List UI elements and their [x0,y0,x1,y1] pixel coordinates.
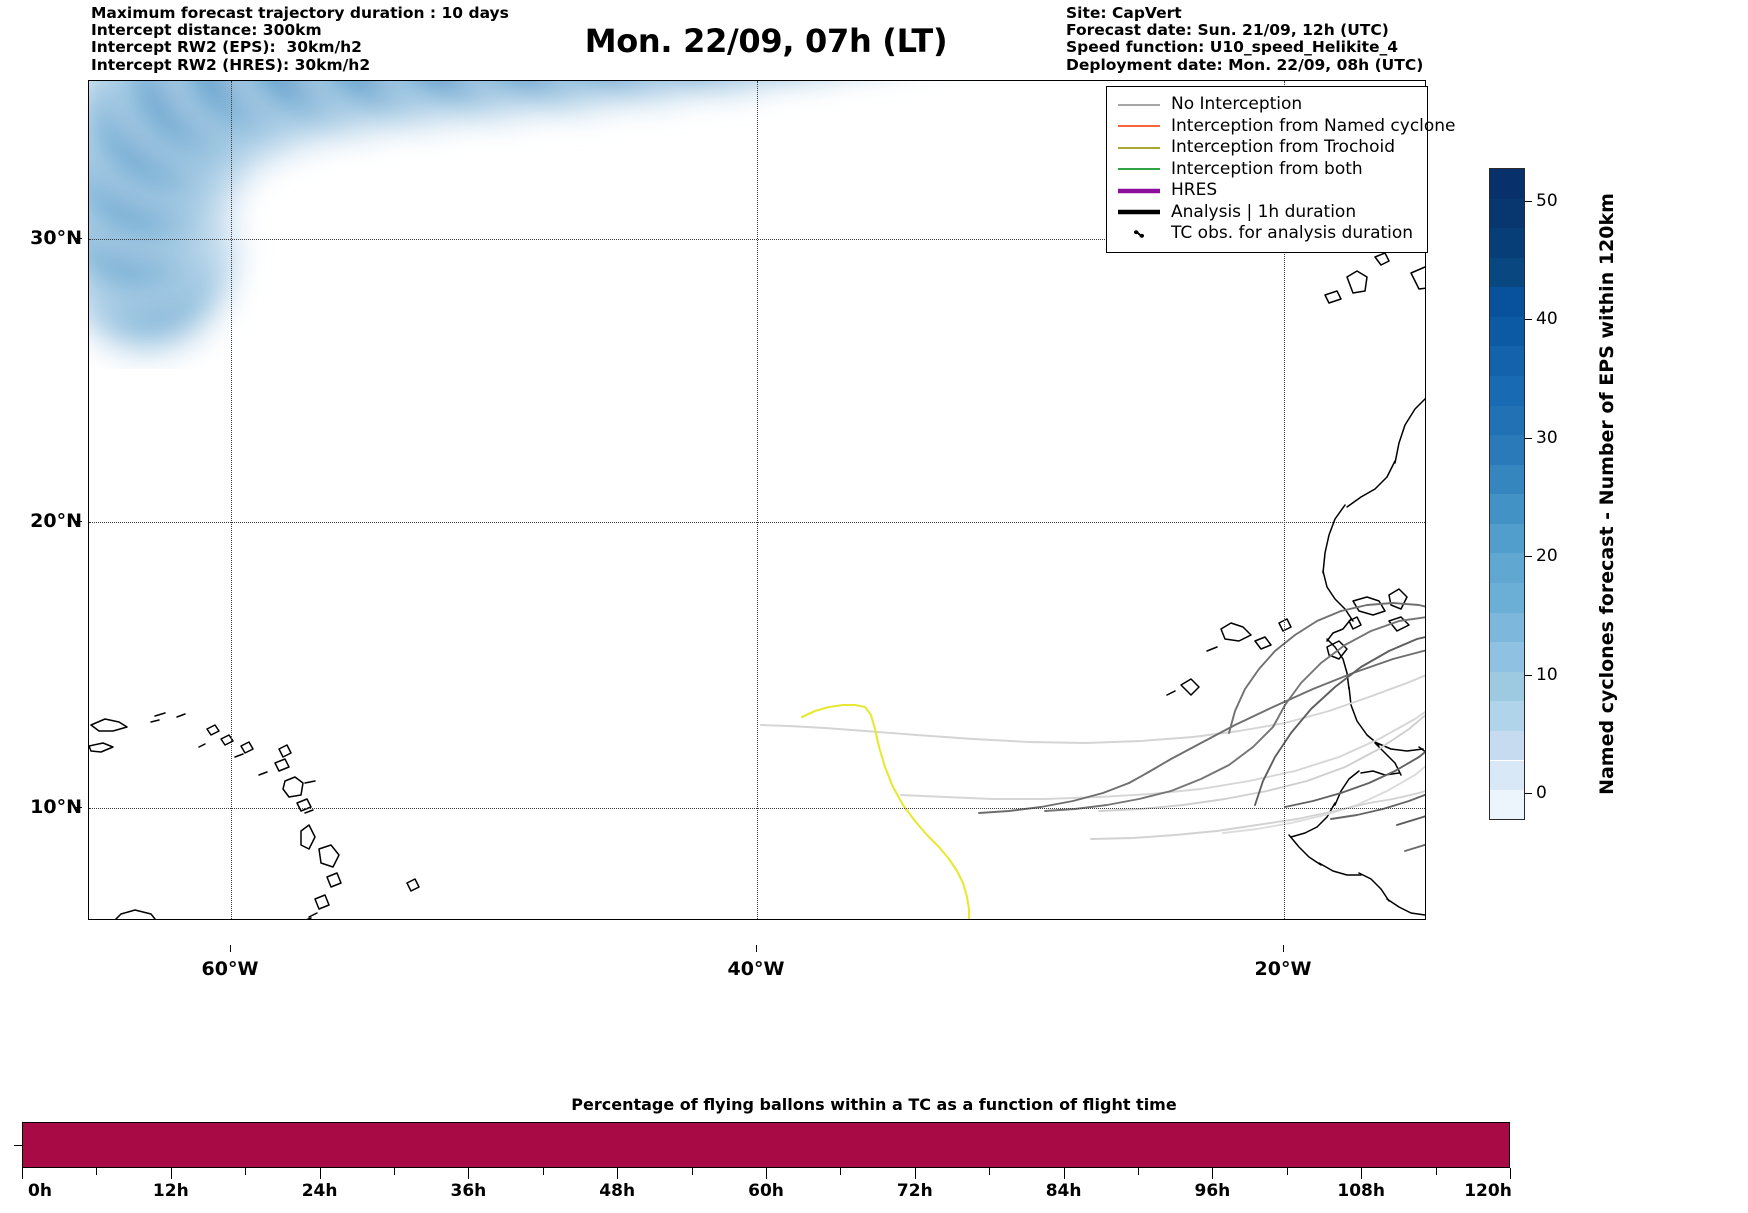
legend-item-named-cyclone: Interception from Named cyclone [1115,116,1456,138]
legend-item-trochoid: Interception from Trochoid [1115,137,1417,159]
legend-item-analysis: Analysis | 1h duration [1115,202,1417,224]
colorbar: 50 40 30 20 10 0 [1489,168,1558,820]
colorbar-tick-label: 50 [1536,190,1558,211]
legend-label: Interception from Named cyclone [1171,115,1456,136]
colorbar-ticks: 50 40 30 20 10 0 [1525,168,1585,820]
legend-line-icon [1115,164,1163,174]
flight-tick-label: 84h [1045,1181,1082,1201]
flight-tick-label: 36h [450,1181,487,1201]
flight-bar-fill [23,1123,1509,1167]
lat-tick-label: 10°N [30,796,82,818]
gridline-lat-30n [89,239,1425,240]
site-info-header: Site: CapVert Forecast date: Sun. 21/09,… [1066,4,1424,74]
colorbar-tick-label: 40 [1536,309,1558,330]
flight-bar-axes [22,1122,1510,1168]
legend-label: Interception from Trochoid [1171,137,1395,157]
gridline-lon-60w [231,81,232,919]
flight-tick-label: 48h [599,1181,636,1201]
flight-bar-ytick [14,1145,22,1146]
legend-label: No Interception [1171,94,1303,114]
coastline-overlay [89,252,1425,919]
balloon-trajectories [760,602,1425,919]
lat-tickmark [75,238,82,239]
legend-line-icon [1115,143,1163,153]
colorbar-tick-label: 0 [1536,783,1547,804]
flight-tick-label: 60h [748,1181,784,1201]
colorbar-axis-label: Named cyclones forecast - Number of EPS … [1592,168,1622,820]
flight-bar-ticks: 0h 12h 24h 36h 48h 60h 72h 84h 96h 108h … [22,1168,1512,1210]
flight-bar-title: Percentage of flying ballons within a TC… [571,1095,1177,1114]
tc-density-field [89,81,791,357]
legend-line-icon [1115,121,1163,131]
legend-item-tc-obs: TC obs. for analysis duration [1115,223,1417,245]
legend-label: HRES [1171,180,1218,200]
lon-tickmark [230,945,231,952]
gridline-lat-10n [89,808,1425,809]
flight-tick-label: 72h [896,1181,933,1201]
flight-tick-label: 12h [152,1181,189,1201]
legend-line-icon [1115,207,1163,217]
flight-tick-label: 24h [301,1181,338,1201]
gridline-lon-20w [1284,81,1285,919]
flight-tick-label: 120h [1464,1181,1512,1201]
legend-line-icon [1115,100,1163,110]
legend-item-no-interception: No Interception [1115,94,1417,116]
legend-label: Interception from both [1171,158,1363,179]
flight-tick-label: 0h [28,1181,52,1201]
lon-tick-label: 40°W [727,958,785,980]
lon-tickmark [756,945,757,952]
gridline-lon-40w [757,81,758,919]
cyclone-marker-icon [1115,226,1163,242]
flight-tick-label: 96h [1194,1181,1231,1201]
forecast-parameters-header: Maximum forecast trajectory duration : 1… [91,4,509,74]
lat-tickmark [75,521,82,522]
legend-item-both: Interception from both [1115,159,1417,181]
colorbar-tick-label: 10 [1536,664,1558,685]
page-title: Mon. 22/09, 07h (LT) [584,22,948,60]
legend-label: TC obs. for analysis duration [1171,223,1414,243]
lat-tick-label: 20°N [30,510,82,532]
lon-tickmark [1283,945,1284,952]
legend-line-icon [1115,186,1163,196]
colorbar-gradient [1489,168,1525,820]
gridline-lat-20n [89,522,1425,523]
flight-tick-label: 108h [1337,1181,1385,1201]
legend-label: Analysis | 1h duration [1171,201,1357,222]
latitude-axis: 30°N 20°N 10°N [0,80,82,920]
colorbar-tick-label: 30 [1536,427,1558,448]
map-legend: No Interception Interception from Named … [1106,86,1456,253]
lon-tick-label: 20°W [1254,958,1312,980]
colorbar-label-text: Named cyclones forecast - Number of EPS … [1596,193,1619,795]
legend-item-hres: HRES [1115,180,1417,202]
lat-tick-label: 30°N [30,227,82,249]
lon-tick-label: 60°W [201,958,259,980]
longitude-axis: 60°W 40°W 20°W [88,945,1426,980]
lat-tickmark [75,807,82,808]
colorbar-tick-label: 20 [1536,545,1558,566]
